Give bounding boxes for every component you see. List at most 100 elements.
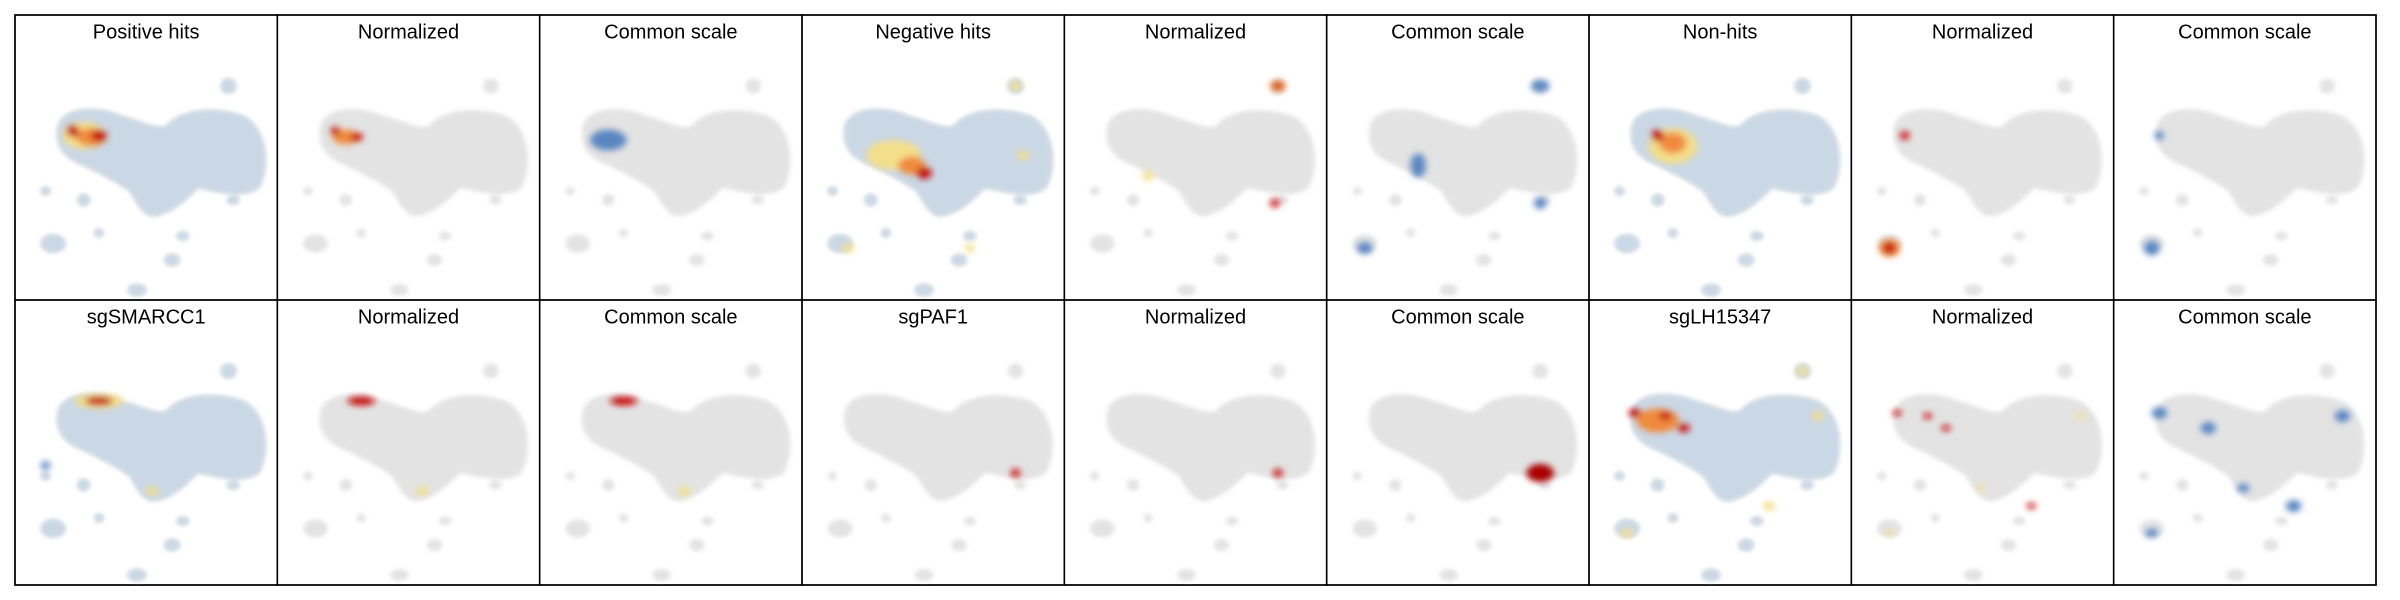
cell-map <box>565 78 791 296</box>
hotspots <box>1878 131 1910 257</box>
hotspot <box>1009 81 1022 91</box>
hotspots <box>1526 464 1554 482</box>
hotspot <box>146 486 159 496</box>
hotspot <box>1270 198 1280 208</box>
density-plot <box>2139 363 2365 581</box>
hotspots <box>1621 366 1824 538</box>
hotspot <box>2200 422 2216 434</box>
hotspot <box>965 243 975 253</box>
hotspot <box>1357 242 1373 254</box>
hotspot <box>330 126 340 136</box>
density-plot <box>1614 78 1840 296</box>
hotspot <box>2334 410 2351 422</box>
hotspots <box>1273 468 1283 478</box>
panel-title: Normalized <box>1145 306 1246 328</box>
hotspot <box>2154 131 2164 140</box>
density-plot <box>40 78 266 296</box>
cell-map <box>303 363 528 581</box>
panel-title: Normalized <box>358 21 459 43</box>
cell-map <box>2139 363 2365 581</box>
hotspot <box>1531 80 1550 92</box>
hotspot <box>1884 530 1895 536</box>
hotspot <box>2144 240 2160 256</box>
hotspot <box>1900 131 1910 140</box>
panel: Normalized <box>1063 299 1328 586</box>
cell-map <box>1352 78 1578 296</box>
hotspot <box>1273 83 1283 89</box>
hotspots <box>589 129 627 151</box>
panel-title: Common scale <box>604 21 737 43</box>
panel: Common scale <box>2112 299 2377 586</box>
hotspots <box>1142 80 1286 208</box>
hotspot <box>2237 483 2250 493</box>
hotspot <box>2075 413 2085 419</box>
panel-title: Common scale <box>604 306 737 328</box>
density-plot <box>1090 363 1315 581</box>
hotspot <box>1142 171 1155 181</box>
density-plot <box>303 78 528 296</box>
density-plot <box>2139 78 2365 296</box>
panel: Common scale <box>538 14 803 301</box>
hotspot <box>66 125 80 137</box>
hotspot <box>1651 129 1664 142</box>
cell-map <box>303 78 528 296</box>
hotspots <box>1357 80 1550 254</box>
panel: Common scale <box>2112 14 2377 301</box>
hotspot <box>1659 411 1672 421</box>
cell-map <box>2139 78 2365 296</box>
density-plot <box>303 363 528 581</box>
density-halo <box>827 78 1053 296</box>
hotspots <box>1648 128 1698 164</box>
hotspots <box>40 393 159 496</box>
panel-title: Negative hits <box>875 21 991 43</box>
panel: Normalized <box>1850 299 2115 586</box>
hotspot <box>1017 150 1030 160</box>
panel: Common scale <box>538 299 803 586</box>
cell-map <box>1877 363 2102 581</box>
hotspots <box>2145 407 2351 538</box>
hotspot <box>1628 408 1641 418</box>
panel-title: sgLH15347 <box>1669 306 1771 328</box>
panel-title: Normalized <box>358 306 459 328</box>
hotspot <box>1811 411 1824 421</box>
density-halo <box>40 363 266 581</box>
density-plot <box>1352 78 1578 296</box>
panel-title: sgPAF1 <box>898 306 968 328</box>
hotspot <box>350 132 363 142</box>
hotspot <box>589 129 627 151</box>
hotspot <box>2286 500 2302 512</box>
hotspot <box>1636 408 1679 433</box>
panel: sgSMARCC1 <box>14 299 279 586</box>
panel: Normalized <box>1063 14 1328 301</box>
hotspots <box>2144 131 2164 256</box>
hotspot <box>1976 485 1986 491</box>
panel: Normalized <box>1850 14 2115 301</box>
hotspot <box>1796 366 1809 376</box>
hotspots <box>841 81 1030 253</box>
panel-title: sgSMARCC1 <box>87 306 206 328</box>
density-plot <box>1090 78 1315 296</box>
density-plot <box>1352 363 1578 581</box>
hotspot <box>1941 425 1951 431</box>
density-plot <box>565 363 791 581</box>
hotspots <box>1010 468 1021 478</box>
density-halo <box>1614 78 1840 296</box>
panel: Positive hits <box>14 14 279 301</box>
hotspot <box>1273 468 1283 478</box>
hotspot <box>1762 501 1776 511</box>
panel-title: Common scale <box>1391 306 1524 328</box>
hotspots <box>1884 410 2085 536</box>
panel: Normalized <box>276 299 541 586</box>
panel-title: Normalized <box>1932 21 2033 43</box>
hotspot <box>91 129 107 142</box>
density-plot <box>1877 363 2102 581</box>
hotspot <box>2026 503 2036 509</box>
hotspots <box>330 126 363 145</box>
cell-map <box>1877 78 2102 296</box>
cell-map <box>565 363 791 581</box>
density-plot <box>40 363 266 581</box>
hotspot <box>1526 464 1554 482</box>
density-plot <box>827 363 1053 581</box>
panel-title: Positive hits <box>93 21 200 43</box>
